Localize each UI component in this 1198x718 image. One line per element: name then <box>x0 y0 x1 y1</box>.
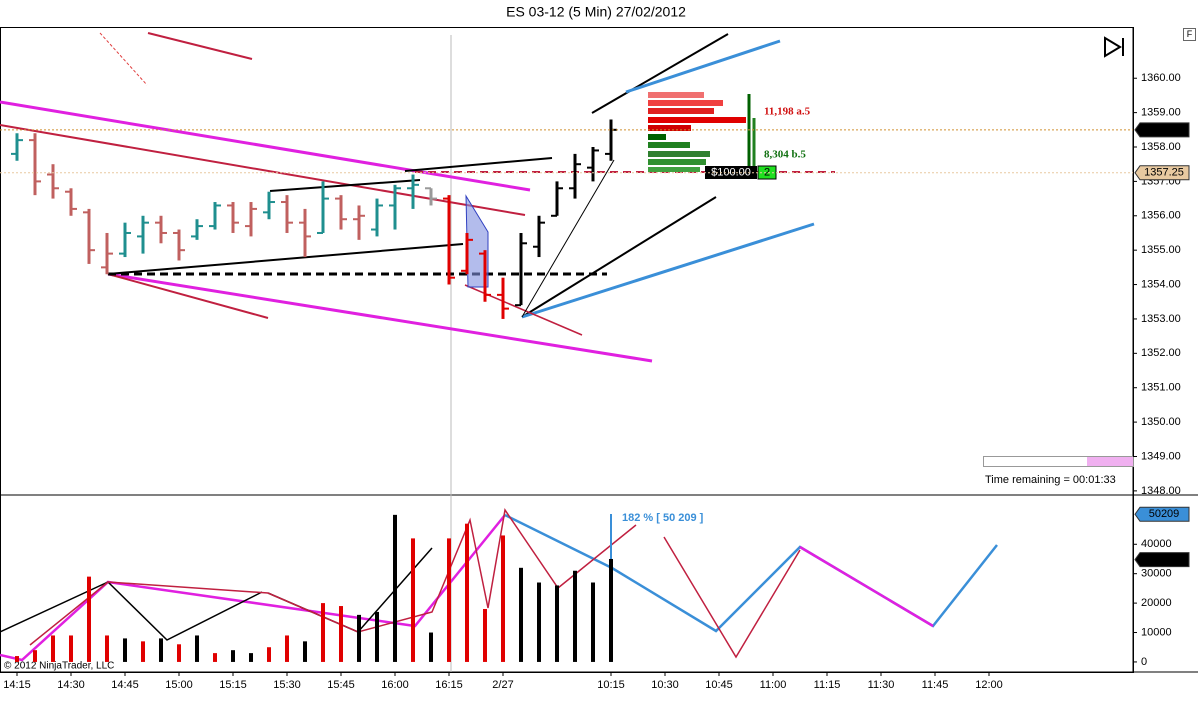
volume-bar <box>321 603 325 662</box>
volume-bar <box>573 570 577 662</box>
volume-bar <box>249 653 253 662</box>
y-tick-label: 10000 <box>1141 626 1172 638</box>
volume-bar <box>51 635 55 662</box>
volume-bar <box>213 653 217 662</box>
volume-bar <box>609 558 613 662</box>
x-tick-label: 11:45 <box>922 679 949 691</box>
volume-bar <box>285 635 289 662</box>
x-tick-label: 15:00 <box>165 679 193 691</box>
plot-frame <box>0 27 1134 673</box>
x-tick-label: 15:15 <box>219 679 247 691</box>
x-tick-label: 16:00 <box>381 679 409 691</box>
bid-label: 8,304 b.5 <box>764 149 806 161</box>
y-tick-label: 1349.00 <box>1141 450 1181 462</box>
volume-bar <box>303 641 307 662</box>
volume-bar <box>519 567 523 662</box>
axis-marker-label: 1357.25 <box>1144 167 1184 179</box>
timer-label: Time remaining = 00:01:33 <box>985 474 1116 486</box>
axis-marker <box>1134 165 1190 181</box>
volume-bar <box>537 582 541 662</box>
y-tick-label: 40000 <box>1141 538 1172 550</box>
volume-bar <box>105 635 109 662</box>
volume-bar <box>177 644 181 662</box>
pnl-box <box>705 166 757 179</box>
y-tick-label: 1352.00 <box>1141 347 1181 359</box>
y-tick-label: 1350.00 <box>1141 416 1181 428</box>
y-tick-label: 1358.00 <box>1141 141 1181 153</box>
x-tick-label: 15:30 <box>273 679 301 691</box>
timer-bar <box>983 456 1134 467</box>
x-tick-label: 10:45 <box>705 679 733 691</box>
y-tick-label: 1360.00 <box>1141 72 1181 84</box>
badge[interactable]: F <box>1187 29 1193 39</box>
y-tick-label: 30000 <box>1141 568 1172 580</box>
play-icon[interactable] <box>1104 36 1124 58</box>
x-tick-label: 10:30 <box>651 679 679 691</box>
volume-bar <box>483 608 487 662</box>
volume-bar <box>411 538 415 662</box>
x-tick-label: 14:30 <box>57 679 85 691</box>
volume-bar <box>15 656 19 662</box>
volume-bar <box>465 523 469 662</box>
volume-bar <box>231 650 235 662</box>
x-tick-label: 11:00 <box>760 679 787 691</box>
y-tick-label: 1356.00 <box>1141 210 1181 222</box>
x-tick-label: 10:15 <box>597 679 625 691</box>
chart-title: ES 03-12 (5 Min) 27/02/2012 <box>506 4 686 20</box>
y-tick-label: 0 <box>1141 656 1147 668</box>
volume-bar <box>339 606 343 662</box>
volume-bar <box>375 611 379 662</box>
volume-annotation: 182 % [ 50 209 ] <box>622 512 704 524</box>
y-tick-label: 1353.00 <box>1141 313 1181 325</box>
volume-bar <box>87 576 91 662</box>
volume-bar <box>267 647 271 662</box>
y-tick-label: 20000 <box>1141 597 1172 609</box>
x-tick-label: 11:30 <box>868 679 895 691</box>
copyright: © 2012 NinjaTrader, LLC <box>4 661 114 672</box>
y-tick-label: 1355.00 <box>1141 244 1181 256</box>
axis-marker <box>1134 122 1190 138</box>
x-tick-label: 14:45 <box>111 679 139 691</box>
volume-bar <box>357 614 361 662</box>
volume-bar <box>555 585 559 662</box>
axis-marker-label: 34793 <box>1149 553 1180 565</box>
ask-label: 11,198 a.5 <box>764 106 811 118</box>
volume-bar <box>69 635 73 662</box>
qty-label: 2 <box>764 166 770 178</box>
x-tick-label: 15:45 <box>327 679 355 691</box>
y-tick-label: 1354.00 <box>1141 278 1181 290</box>
volume-bar <box>429 632 433 662</box>
volume-bar <box>141 641 145 662</box>
pnl-label: $100.00 <box>711 166 751 178</box>
volume-bar <box>501 535 505 662</box>
drawings <box>0 32 835 363</box>
volume-bar <box>195 635 199 662</box>
x-tick-label: 12:00 <box>975 679 1003 691</box>
x-tick-label: 2/27 <box>492 679 513 691</box>
depth-bars <box>648 92 756 172</box>
y-tick-label: 1348.00 <box>1141 485 1181 497</box>
badge-box[interactable] <box>1183 28 1196 41</box>
y-tick-label: 1359.00 <box>1141 107 1181 119</box>
axis-marker <box>1134 506 1190 522</box>
volume-bar <box>33 650 37 662</box>
x-tick-label: 11:15 <box>814 679 841 691</box>
y-tick-label: 1351.00 <box>1141 382 1181 394</box>
axis-marker-label: 50209 <box>1149 508 1180 520</box>
x-tick-label: 16:15 <box>435 679 463 691</box>
volume-bar <box>123 638 127 662</box>
volume-bar <box>591 582 595 662</box>
volume-bar <box>159 638 163 662</box>
volume-bar <box>393 514 397 662</box>
axis-marker-label: 1358.50 <box>1144 124 1184 136</box>
axis-marker <box>1134 552 1190 568</box>
volume-bar <box>447 538 451 662</box>
x-tick-label: 14:15 <box>3 679 31 691</box>
